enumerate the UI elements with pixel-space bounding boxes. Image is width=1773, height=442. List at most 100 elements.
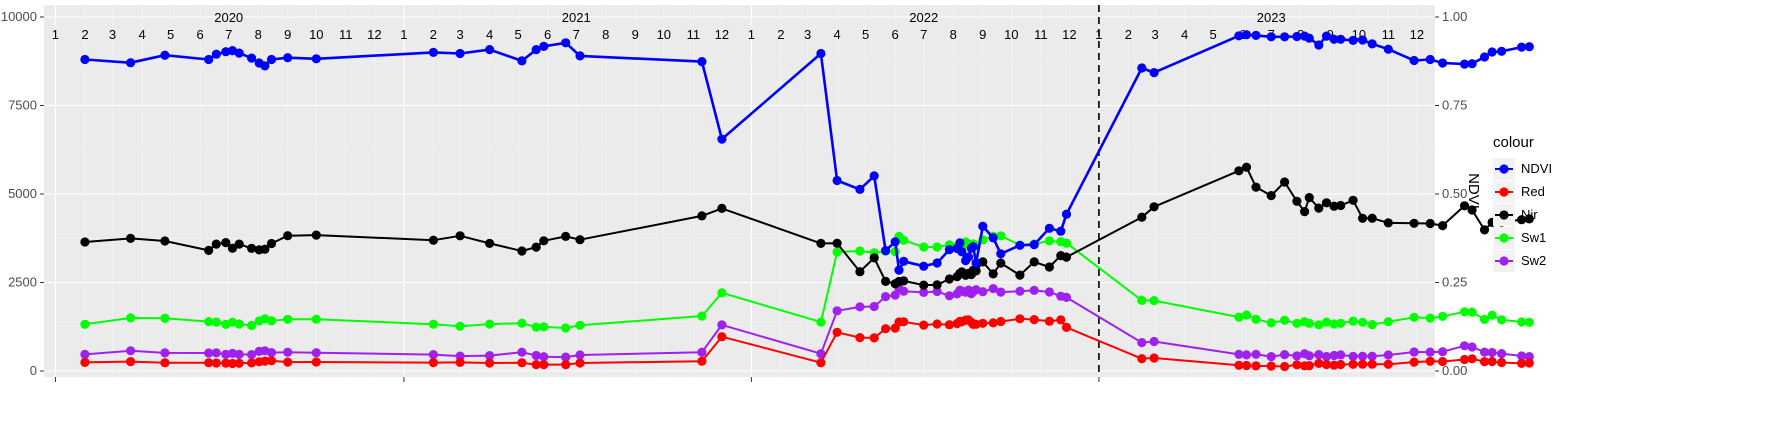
data-point	[1044, 236, 1054, 246]
month-label: 2	[430, 27, 437, 42]
legend-label: Sw1	[1521, 230, 1546, 245]
data-point	[531, 350, 541, 361]
data-point	[1044, 316, 1054, 326]
data-point	[575, 235, 585, 245]
data-point	[204, 54, 214, 65]
data-point	[1409, 312, 1419, 322]
data-point	[881, 276, 891, 286]
data-point	[561, 38, 571, 48]
data-point	[227, 358, 238, 369]
data-point	[1241, 360, 1252, 371]
data-point	[1438, 347, 1448, 357]
data-point	[266, 54, 277, 65]
data-point	[1137, 338, 1147, 348]
data-point	[1251, 349, 1261, 359]
data-point	[80, 237, 90, 247]
data-point	[455, 48, 465, 59]
data-point	[1056, 315, 1066, 325]
year-label: 2020	[214, 10, 243, 25]
data-point	[1314, 40, 1324, 50]
data-point	[832, 247, 842, 257]
data-point	[234, 239, 244, 249]
data-point	[1149, 68, 1159, 78]
data-point	[1241, 350, 1252, 360]
data-point	[881, 324, 891, 334]
data-point	[1029, 257, 1039, 267]
data-point	[1321, 351, 1332, 362]
data-point	[816, 238, 826, 248]
data-point	[1015, 286, 1025, 296]
data-point	[832, 327, 842, 337]
series-layer	[80, 30, 1534, 372]
data-point	[234, 48, 244, 58]
data-point	[517, 246, 527, 256]
data-point	[971, 266, 981, 276]
data-point	[283, 314, 293, 324]
data-point	[1234, 349, 1244, 359]
data-point	[455, 351, 465, 361]
month-label: 6	[544, 27, 551, 42]
legend-item-red: Red	[1493, 181, 1545, 203]
data-point	[1321, 198, 1332, 208]
data-point	[919, 242, 929, 252]
data-point	[1251, 314, 1261, 324]
data-point	[988, 269, 998, 279]
month-label: 8	[255, 27, 262, 42]
data-point	[260, 244, 270, 254]
data-point	[311, 54, 321, 64]
data-point	[1336, 34, 1346, 44]
data-point	[485, 358, 495, 368]
data-point	[1251, 182, 1261, 192]
legend-item-sw1: Sw1	[1493, 227, 1546, 249]
data-point	[428, 47, 438, 58]
month-label: 11	[1382, 27, 1396, 42]
data-point	[204, 358, 214, 368]
data-point	[869, 171, 879, 181]
data-point	[1438, 311, 1448, 321]
month-label: 12	[715, 27, 729, 42]
data-point	[211, 317, 221, 327]
data-point	[1467, 342, 1477, 352]
month-label: 6	[892, 27, 899, 42]
data-point	[1266, 352, 1276, 362]
data-point	[1497, 315, 1507, 325]
data-point	[1409, 218, 1419, 228]
data-point	[1241, 310, 1252, 320]
data-point	[697, 356, 707, 366]
month-label: 5	[167, 27, 174, 42]
data-point	[575, 320, 585, 330]
data-point	[881, 292, 891, 302]
data-point	[919, 261, 929, 271]
data-point	[455, 321, 465, 331]
data-point	[1524, 214, 1534, 224]
data-point	[1487, 310, 1497, 320]
data-point	[80, 319, 90, 329]
data-point	[832, 238, 842, 248]
data-point	[855, 333, 865, 343]
left-axis-tick-label: 10000	[1, 9, 37, 24]
data-point	[1234, 360, 1244, 370]
data-point	[1409, 55, 1419, 66]
month-label: 9	[979, 27, 986, 42]
month-label: 7	[225, 27, 232, 42]
data-point	[160, 348, 170, 358]
month-label: 4	[1181, 27, 1188, 42]
data-point	[1524, 358, 1534, 368]
data-point	[1304, 33, 1314, 43]
data-point	[247, 320, 257, 331]
data-point	[971, 258, 981, 268]
data-point	[1015, 314, 1025, 324]
data-point	[881, 246, 891, 256]
legend-item-sw2: Sw2	[1493, 250, 1546, 272]
data-point	[1438, 221, 1448, 231]
data-point	[311, 357, 321, 367]
month-label: 10	[1004, 27, 1018, 42]
data-point	[1517, 215, 1527, 225]
data-point	[1459, 201, 1470, 211]
month-label: 5	[862, 27, 869, 42]
data-point	[1367, 351, 1377, 361]
data-point	[988, 318, 998, 328]
data-point	[978, 221, 988, 231]
data-point	[1241, 30, 1252, 40]
